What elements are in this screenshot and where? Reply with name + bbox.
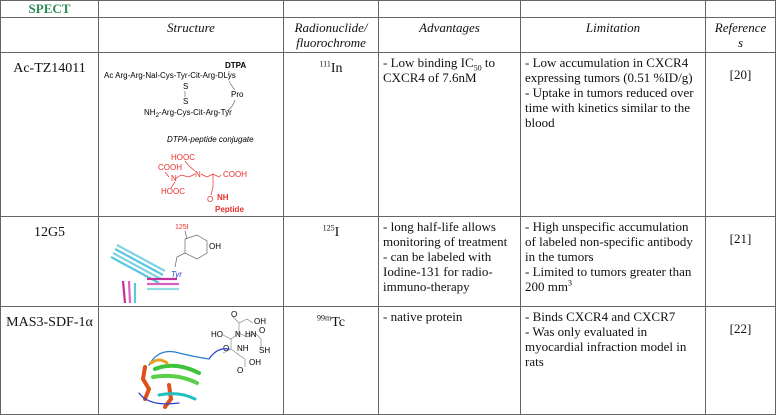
svg-text:O: O (237, 366, 243, 375)
advantages-cell: - Low binding IC50 to CXCR4 of 7.6nM (378, 52, 521, 217)
svg-text:Tyr: Tyr (171, 270, 182, 279)
ac-tz14011-structure: DTPA Ac Arg-Arg-Nal-Cys-Tyr-Cit-Arg-DLys… (104, 61, 254, 214)
header-structure: Structure (98, 17, 284, 53)
svg-text:HOOC: HOOC (161, 187, 185, 196)
svg-text:DTPA: DTPA (225, 61, 246, 70)
svg-text:Peptide: Peptide (215, 205, 244, 213)
compound-name: 12G5 (0, 216, 99, 307)
limitation-cell: - Low accumulation in CXCR4 expressing t… (520, 52, 706, 217)
svg-text:N: N (195, 170, 201, 179)
reference: [21] (705, 216, 776, 307)
advantages-cell: - native protein (378, 306, 521, 415)
svg-text:O: O (231, 310, 237, 319)
svg-text:O: O (207, 195, 213, 204)
header-radionuclide: Radionuclide/fluorochrome (283, 17, 379, 53)
radionuclide: 111In (283, 52, 379, 217)
structure-image: O OH HO N HN O O NH SH OH O (98, 306, 284, 415)
table-row: Ac-TZ14011 DTPA Ac Arg-Arg-Nal-Cys-Tyr-C… (0, 52, 776, 217)
limitation-cell: - Binds CXCR4 and CXCR7- Was only evalua… (520, 306, 706, 415)
svg-text:HOOC: HOOC (171, 153, 195, 162)
svg-text:125I: 125I (175, 224, 189, 231)
svg-text:OH: OH (209, 242, 221, 251)
header-compound (0, 17, 99, 53)
radionuclide: 99mTc (283, 306, 379, 415)
svg-text:N: N (171, 174, 177, 183)
svg-text:OH: OH (249, 358, 261, 367)
table-row: 12G5 125I OH Tyr 125I - long half-life a… (0, 216, 776, 307)
svg-text:SH: SH (259, 346, 270, 355)
reference: [20] (705, 52, 776, 217)
12g5-structure: 125I OH Tyr (110, 224, 221, 304)
radionuclide: 125I (283, 216, 379, 307)
svg-text:S: S (183, 97, 188, 106)
reference: [22] (705, 306, 776, 415)
svg-text:NH2-Arg-Cys-Cit-Arg-Tyr: NH2-Arg-Cys-Cit-Arg-Tyr (144, 108, 232, 119)
svg-text:COOH: COOH (223, 170, 247, 179)
structure-image: DTPA Ac Arg-Arg-Nal-Cys-Tyr-Cit-Arg-DLys… (98, 52, 284, 217)
header-limitation: Limitation (520, 17, 706, 53)
structure-image: 125I OH Tyr (98, 216, 284, 307)
table-row: MAS3-SDF-1α O OH HO N HN O O NH SH OH O (0, 306, 776, 415)
svg-text:NH: NH (217, 193, 229, 202)
compound-name: MAS3-SDF-1α (0, 306, 99, 415)
svg-text:O: O (259, 326, 265, 335)
svg-text:S: S (183, 82, 188, 91)
svg-text:HO: HO (211, 330, 223, 339)
svg-text:DTPA-peptide conjugate: DTPA-peptide conjugate (167, 135, 254, 144)
svg-text:NH: NH (237, 344, 249, 353)
svg-text:HN: HN (245, 330, 257, 339)
svg-text:N: N (235, 330, 241, 339)
header-advantages: Advantages (378, 17, 521, 53)
mas3-sdf1a-structure: O OH HO N HN O O NH SH OH O (138, 310, 270, 409)
limitation-cell: - High unspecific accumulation of labele… (520, 216, 706, 307)
advantages-cell: - long half-life allows monitoring of tr… (378, 216, 521, 307)
svg-text:Ac Arg-Arg-Nal-Cys-Tyr-Cit-Ar: Ac Arg-Arg-Nal-Cys-Tyr-Cit-Arg-DLys (104, 71, 236, 80)
compound-name: Ac-TZ14011 (0, 52, 99, 217)
section-label: SPECT (0, 0, 99, 18)
header-references: Reference s (705, 17, 776, 53)
svg-text:OH: OH (254, 317, 266, 326)
svg-text:Pro: Pro (231, 90, 244, 99)
svg-text:COOH: COOH (158, 163, 182, 172)
